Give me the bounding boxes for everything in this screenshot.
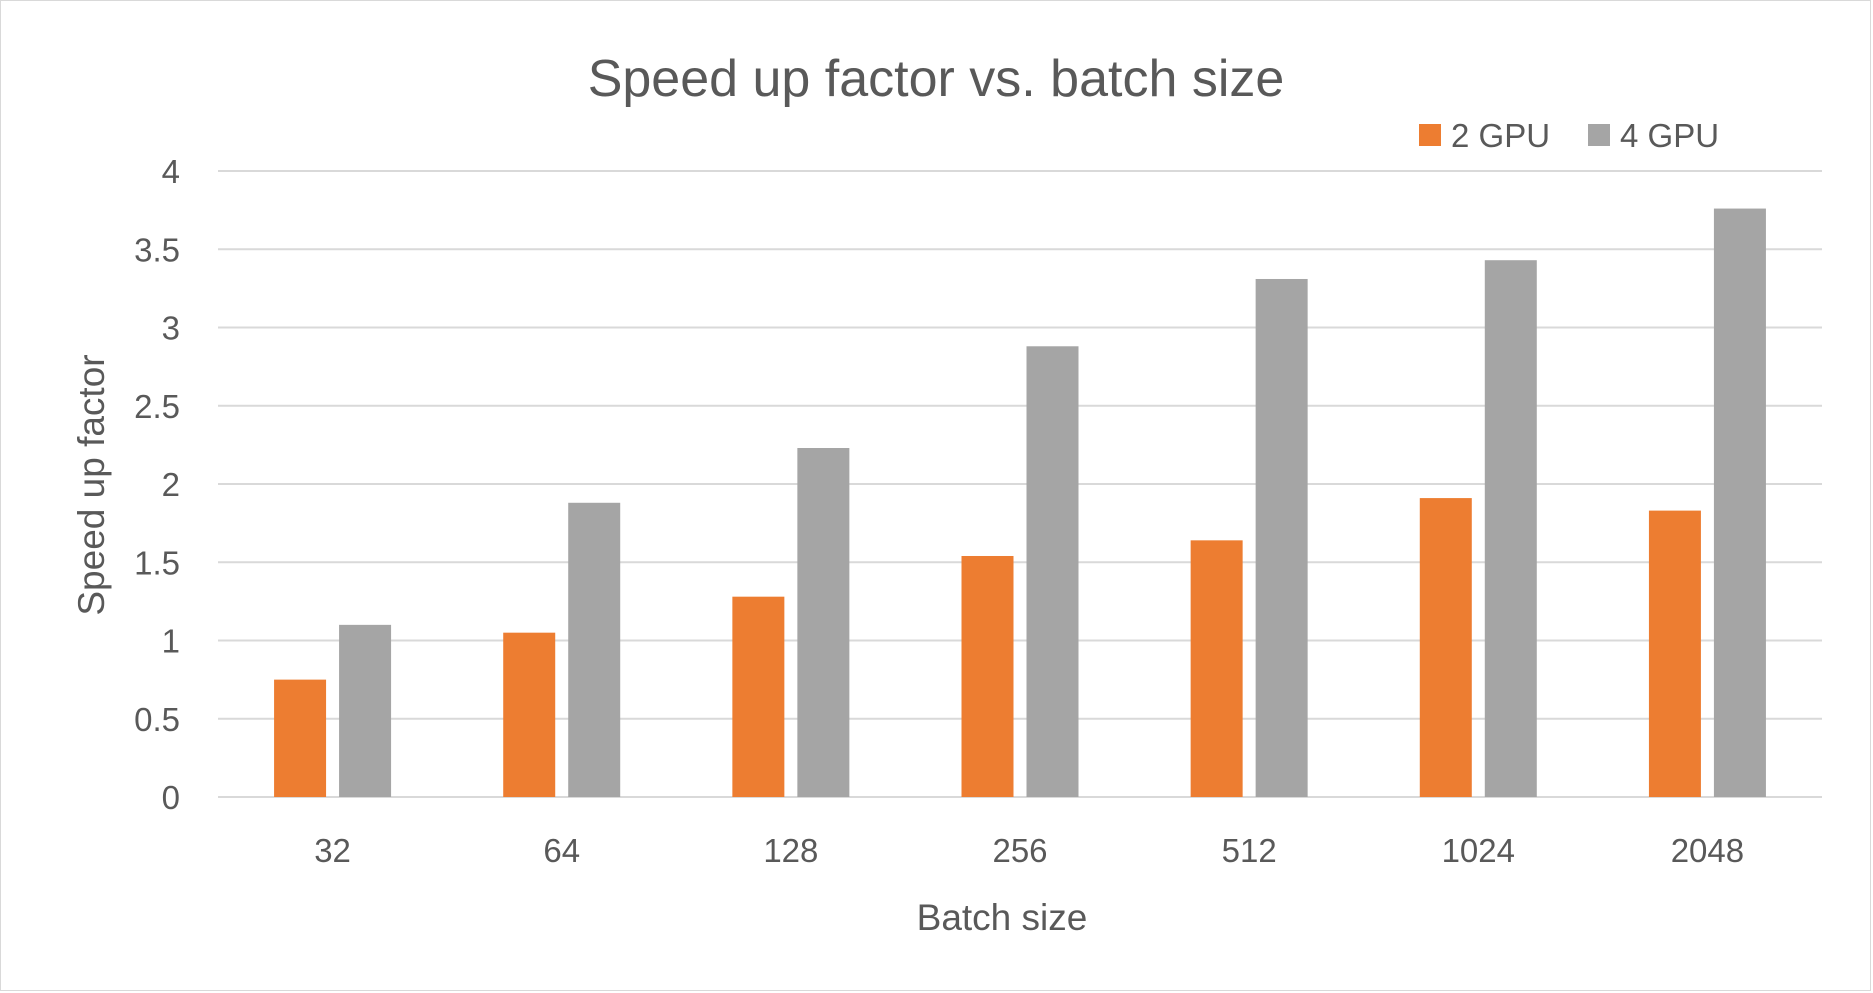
bar-2-gpu-512 — [1190, 540, 1243, 797]
bar-2-gpu-256 — [961, 555, 1014, 797]
y-axis-title: Speed up factor — [71, 354, 112, 615]
bar-4-gpu-64 — [568, 502, 621, 797]
legend-label-2-gpu: 2 GPU — [1451, 117, 1550, 154]
x-tick-label: 256 — [992, 832, 1047, 869]
legend-label-4-gpu: 4 GPU — [1620, 117, 1719, 154]
y-tick-label: 3.5 — [134, 231, 180, 268]
bar-2-gpu-64 — [503, 632, 556, 797]
legend-swatch-4-gpu — [1588, 124, 1610, 146]
y-tick-label: 0 — [162, 779, 180, 816]
y-tick-label: 3 — [162, 310, 180, 347]
bar-4-gpu-128 — [797, 448, 850, 797]
bar-4-gpu-512 — [1255, 278, 1308, 797]
x-axis-ticks: 32 64 128 256 512 1024 2048 — [314, 832, 1744, 869]
x-tick-label: 1024 — [1442, 832, 1515, 869]
bar-2-gpu-128 — [732, 596, 785, 797]
bar-4-gpu-1024 — [1484, 260, 1537, 798]
x-tick-label: 128 — [763, 832, 818, 869]
bar-2-gpu-1024 — [1419, 498, 1472, 797]
y-axis-ticks: 0 0.5 1 1.5 2 2.5 3 3.5 4 — [134, 153, 180, 816]
chart-title: Speed up factor vs. batch size — [588, 50, 1285, 108]
x-tick-label: 2048 — [1671, 832, 1744, 869]
y-tick-label: 2 — [162, 466, 180, 503]
y-tick-label: 1 — [162, 623, 180, 660]
x-tick-label: 32 — [314, 832, 351, 869]
x-tick-label: 512 — [1222, 832, 1277, 869]
gridlines — [218, 170, 1822, 798]
bar-2-gpu-32 — [274, 679, 327, 797]
y-tick-label: 0.5 — [134, 701, 180, 738]
x-tick-label: 64 — [543, 832, 580, 869]
bar-2-gpu-2048 — [1648, 510, 1701, 797]
bar-4-gpu-32 — [339, 624, 392, 797]
x-axis-title: Batch size — [917, 897, 1088, 938]
legend: 2 GPU 4 GPU — [1419, 117, 1719, 154]
y-tick-label: 2.5 — [134, 388, 180, 425]
y-tick-label: 1.5 — [134, 544, 180, 581]
bars — [274, 208, 1766, 798]
bar-4-gpu-256 — [1026, 346, 1079, 797]
legend-swatch-2-gpu — [1419, 124, 1441, 146]
y-tick-label: 4 — [162, 153, 180, 190]
bar-4-gpu-2048 — [1713, 208, 1766, 797]
